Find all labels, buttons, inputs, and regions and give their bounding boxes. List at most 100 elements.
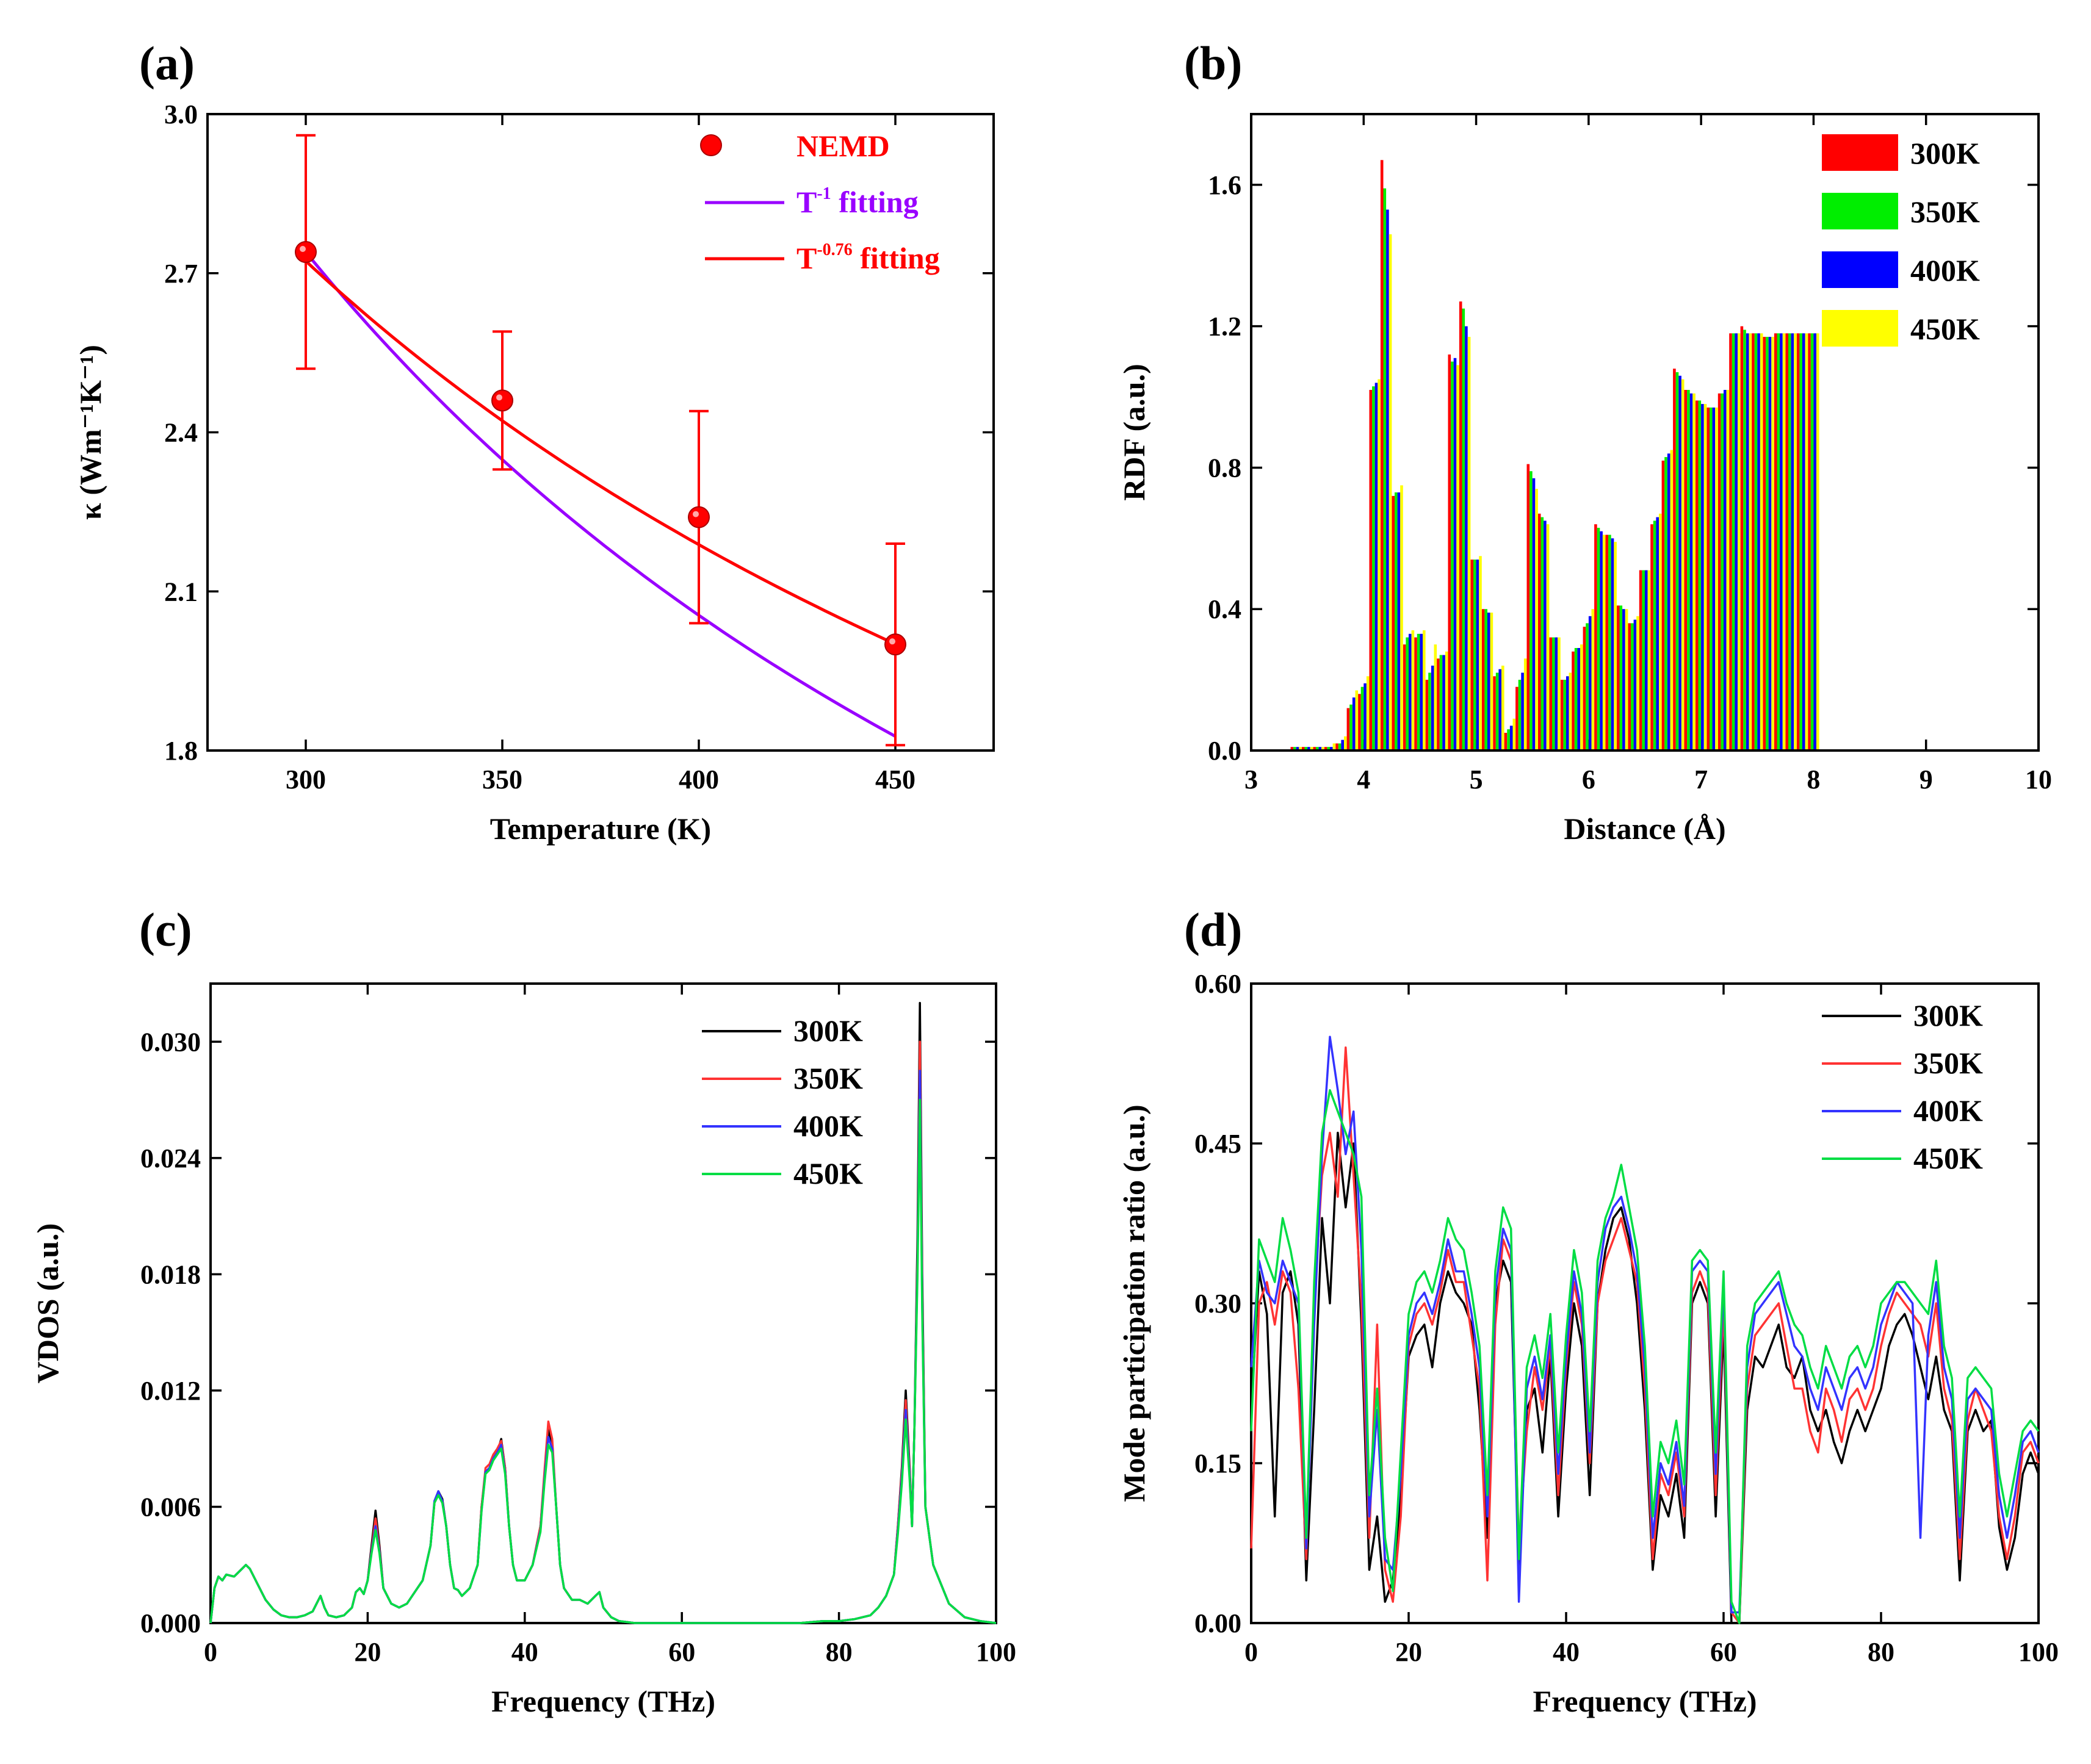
rdf-bar-300K (1346, 708, 1350, 751)
x-tick-label: 350 (482, 765, 522, 794)
rdf-bar-450K (1670, 450, 1674, 751)
x-tick-label: 20 (1395, 1637, 1422, 1667)
rdf-bar-350K (1495, 672, 1499, 751)
rdf-bar-450K (1614, 542, 1617, 751)
series-line-400K (209, 1070, 997, 1624)
rdf-bar-350K (1484, 609, 1487, 751)
nemd-point-highlight (496, 394, 502, 401)
rdf-bar-450K (1512, 718, 1516, 751)
rdf-bar-300K (1437, 658, 1440, 751)
rdf-bar-450K (1715, 407, 1718, 751)
rdf-bar-300K (1504, 733, 1508, 751)
rdf-bar-300K (1763, 337, 1766, 751)
rdf-bar-350K (1754, 333, 1758, 751)
rdf-bar-350K (1451, 361, 1454, 751)
y-tick-label: 1.2 (1208, 312, 1241, 342)
legend-label: 450K (793, 1156, 863, 1190)
rdf-bar-400K (1689, 393, 1693, 751)
rdf-bar-300K (1639, 570, 1642, 751)
rdf-bar-400K (1566, 676, 1569, 751)
legend-nemd-label: NEMD (796, 129, 890, 163)
y-tick-label: 0.024 (140, 1143, 201, 1173)
legend-nemd-marker (700, 134, 722, 156)
rdf-bar-450K (1771, 337, 1774, 751)
rdf-bar-450K (1625, 609, 1628, 751)
rdf-bar-400K (1701, 404, 1704, 751)
rdf-bar-300K (1313, 747, 1316, 751)
x-tick-label: 60 (1710, 1637, 1737, 1667)
rdf-bar-350K (1788, 333, 1791, 751)
rdf-bar-450K (1580, 644, 1583, 751)
rdf-bar-400K (1735, 333, 1738, 751)
y-axis-label: Mode participation ratio (a.u.) (1117, 1104, 1151, 1502)
rdf-bar-300K (1583, 627, 1586, 751)
y-tick-label: 3.0 (164, 99, 198, 129)
nemd-point-highlight (693, 511, 699, 517)
rdf-bar-450K (1726, 390, 1730, 751)
panel-label: (c) (139, 903, 192, 956)
rdf-bar-350K (1428, 672, 1431, 751)
rdf-bar-450K (1378, 379, 1381, 751)
rdf-bar-450K (1659, 513, 1662, 751)
y-tick-label: 2.7 (164, 259, 198, 289)
rdf-bar-400K (1498, 669, 1501, 751)
rdf-bar-350K (1529, 471, 1533, 751)
rdf-bar-450K (1445, 651, 1448, 751)
rdf-bar-400K (1521, 672, 1524, 751)
rdf-bar-450K (1749, 333, 1752, 751)
rdf-bar-400K (1374, 383, 1378, 751)
rdf-bar-400K (1645, 570, 1648, 751)
y-tick-label: 0.60 (1194, 969, 1241, 999)
rdf-bar-400K (1577, 648, 1580, 751)
x-axis-label: Temperature (K) (490, 812, 711, 846)
rdf-bar-300K (1369, 390, 1373, 751)
rdf-bar-300K (1324, 747, 1327, 751)
rdf-bar-400K (1318, 747, 1322, 751)
rdf-bar-450K (1647, 570, 1651, 751)
rdf-bar-350K (1395, 492, 1398, 751)
y-tick-label: 0.018 (140, 1259, 201, 1289)
rdf-bar-300K (1605, 535, 1609, 751)
rdf-bar-300K (1572, 651, 1575, 751)
rdf-bar-350K (1507, 729, 1510, 751)
rdf-bar-300K (1774, 333, 1777, 751)
rdf-bar-350K (1372, 386, 1375, 751)
y-tick-label: 2.1 (164, 577, 198, 607)
rdf-bar-400K (1386, 209, 1389, 751)
rdf-bar-450K (1602, 535, 1606, 751)
rdf-bar-400K (1712, 407, 1716, 751)
rdf-bar-350K (1664, 457, 1667, 751)
rdf-bar-450K (1355, 690, 1359, 751)
legend-label: 450K (1913, 1141, 1983, 1175)
y-axis-label: κ (Wm⁻¹K⁻¹) (73, 345, 107, 520)
nemd-point-highlight (889, 638, 895, 645)
rdf-bar-400K (1813, 333, 1816, 751)
rdf-bar-450K (1782, 333, 1786, 751)
rdf-bar-450K (1434, 644, 1437, 751)
rdf-bar-400K (1633, 619, 1637, 751)
legend-label: 350K (793, 1061, 863, 1095)
x-tick-label: 40 (511, 1637, 538, 1667)
rdf-bar-300K (1729, 333, 1732, 751)
rdf-bar-400K (1802, 333, 1805, 751)
rdf-bar-450K (1389, 234, 1392, 751)
series-line-450K (209, 1098, 997, 1624)
rdf-bar-400K (1465, 326, 1468, 751)
series-line-300K (209, 1002, 997, 1624)
rdf-bar-350K (1675, 372, 1679, 751)
x-tick-label: 10 (2025, 765, 2052, 794)
rdf-bar-450K (1310, 747, 1313, 751)
x-tick-label: 40 (1553, 1637, 1580, 1667)
rdf-bar-400K (1667, 453, 1670, 751)
rdf-bar-350K (1349, 704, 1352, 751)
rdf-bar-300K (1301, 747, 1305, 751)
rdf-bar-400K (1555, 637, 1558, 751)
rdf-bar-300K (1684, 390, 1688, 751)
rdf-bar-300K (1537, 513, 1541, 751)
rdf-bar-450K (1523, 658, 1527, 751)
rdf-bar-400K (1487, 613, 1490, 751)
rdf-bar-300K (1616, 605, 1620, 751)
rdf-bar-300K (1470, 560, 1473, 751)
rdf-bar-400K (1532, 478, 1536, 751)
